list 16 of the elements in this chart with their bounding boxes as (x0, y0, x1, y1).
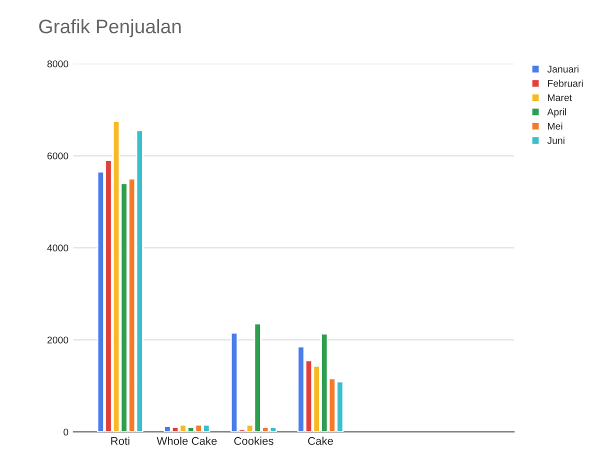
y-tick-label: 6000 (47, 152, 68, 160)
legend-label: Mei (548, 122, 562, 130)
legend-label: Februari (548, 80, 583, 87)
y-tick-label: 8000 (47, 60, 68, 68)
legend-label: Juni (547, 136, 564, 144)
x-tick-label: Cookies (234, 436, 274, 445)
x-tick-label: Cake (308, 436, 333, 445)
legend-label: Januari (547, 65, 578, 73)
y-tick-label: 4000 (47, 244, 68, 252)
legend-label: April (547, 108, 566, 118)
x-tick-label: Whole Cake (156, 436, 217, 445)
x-tick-label: Roti (111, 436, 130, 445)
y-tick-label: 2000 (47, 336, 68, 344)
legend-label: Maret (548, 94, 572, 102)
y-tick-label: 0 (64, 428, 68, 436)
chart-title: Grafik Penjualan (39, 19, 181, 38)
